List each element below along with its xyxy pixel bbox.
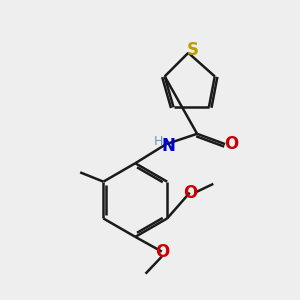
Text: S: S xyxy=(187,41,199,59)
Text: H: H xyxy=(153,135,163,148)
Text: O: O xyxy=(224,135,239,153)
Text: O: O xyxy=(183,184,197,202)
Text: O: O xyxy=(155,243,169,261)
Text: N: N xyxy=(162,136,176,154)
